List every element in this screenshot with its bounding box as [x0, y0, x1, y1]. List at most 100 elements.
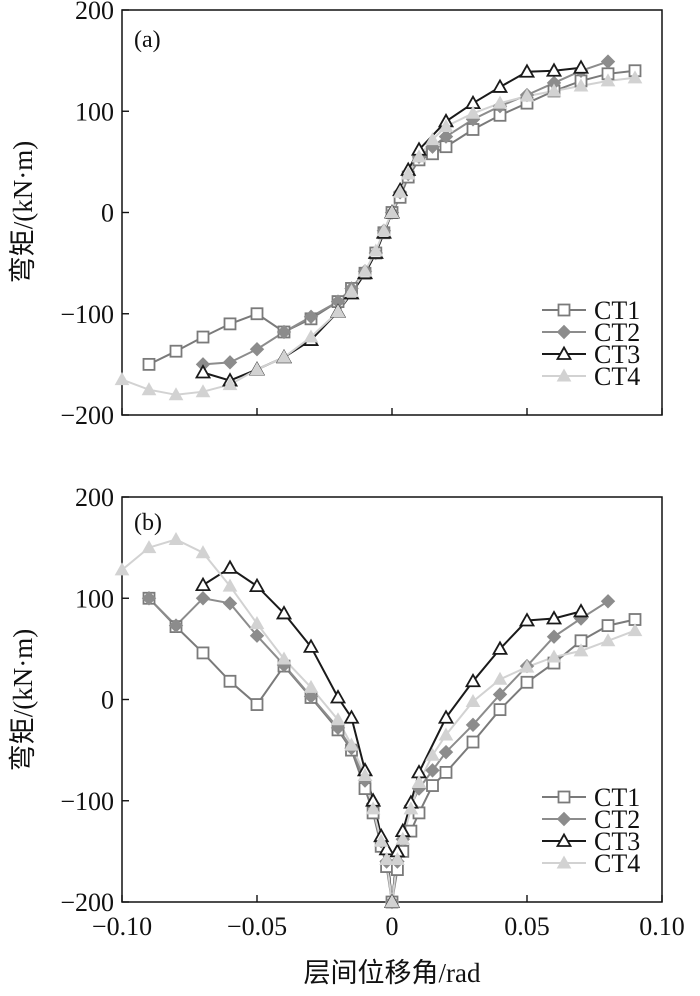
data-point-ct4 [195, 545, 211, 559]
series-group-a [114, 54, 643, 401]
data-point-ct2 [249, 628, 265, 643]
data-point-ct4 [392, 184, 408, 198]
data-point-ct2 [249, 341, 265, 357]
x-tick-label: −0.05 [227, 912, 287, 941]
legend-marker [555, 832, 573, 847]
data-point-ct4 [357, 767, 373, 781]
data-point-ct4 [344, 283, 359, 297]
x-tick-label: 0 [386, 912, 399, 941]
data-point-ct4 [344, 737, 359, 751]
x-axis-b: −0.10 −0.05 0 0.05 0.10 [92, 895, 685, 941]
data-point-ct3 [194, 576, 212, 591]
panel-label-b: (b) [134, 510, 162, 536]
x-axis-a [121, 408, 663, 415]
data-point-ct1 [223, 674, 237, 688]
data-point-ct4 [276, 349, 292, 363]
legend-marker [557, 303, 571, 317]
legend-marker [557, 790, 571, 804]
data-point-ct3 [275, 605, 293, 620]
data-point-ct4 [373, 833, 389, 847]
data-point-ct3 [572, 59, 590, 74]
data-point-ct3 [572, 603, 590, 618]
data-point-ct1 [426, 779, 439, 792]
data-point-ct1 [520, 675, 534, 689]
y-tick-label: 100 [75, 584, 114, 613]
legend-label: CT1 [594, 783, 640, 812]
data-point-ct4 [492, 671, 508, 685]
data-point-ct1 [196, 646, 210, 660]
y-tick-label: 100 [75, 97, 114, 126]
series-line-ct4 [121, 538, 636, 903]
legend-item-ct2: CT2 [542, 318, 640, 347]
data-point-ct4 [573, 643, 589, 657]
data-point-ct3 [464, 672, 482, 688]
y-tick-label: 200 [75, 483, 114, 512]
data-point-ct3 [221, 559, 239, 574]
legend-item-ct4: CT4 [542, 362, 640, 391]
data-point-ct3 [437, 709, 455, 724]
legend-marker [556, 811, 572, 827]
y-tick-label: −100 [60, 300, 114, 329]
data-point-ct4 [168, 532, 184, 546]
data-point-ct4 [425, 747, 440, 761]
data-point-ct4 [376, 223, 392, 237]
data-point-ct2 [438, 744, 454, 760]
data-point-ct2 [465, 717, 481, 733]
data-point-ct3 [545, 62, 563, 77]
data-point-ct2 [222, 596, 238, 611]
legend-item-ct1: CT1 [542, 296, 640, 325]
data-point-ct4 [141, 382, 157, 396]
data-point-ct4 [141, 540, 157, 554]
chart-panel-a: −200 −100 0 100 200 (a) 弯矩/(kN·m) CT1CT2CT3C… [8, 0, 663, 430]
series-line-ct3 [202, 66, 582, 382]
data-point-ct3 [545, 610, 563, 625]
data-point-ct2 [600, 54, 616, 69]
data-point-ct4 [379, 851, 394, 865]
data-point-ct4 [303, 329, 319, 343]
data-point-ct4 [357, 263, 373, 277]
data-point-ct4 [627, 70, 643, 84]
data-point-ct4 [600, 633, 616, 647]
data-point-ct4 [368, 243, 384, 257]
legend-marker [556, 324, 572, 340]
data-point-ct2 [546, 629, 562, 644]
legend-label: CT4 [594, 849, 640, 878]
data-point-ct4 [438, 727, 454, 741]
data-point-ct4 [546, 649, 562, 663]
x-tick-label: 0.10 [639, 912, 685, 941]
data-point-ct4 [465, 105, 481, 119]
legend-label: CT3 [594, 340, 640, 369]
data-point-ct1 [169, 344, 183, 358]
y-tick-label: −100 [60, 787, 114, 816]
data-point-ct1 [250, 307, 264, 321]
panel-label-a: (a) [134, 27, 161, 53]
data-point-ct2 [195, 591, 211, 606]
y-tick-label: −200 [60, 888, 114, 917]
legend-marker [556, 368, 572, 382]
data-point-ct4 [303, 679, 319, 693]
data-point-ct3 [302, 638, 320, 653]
legend-label: CT2 [594, 805, 640, 834]
data-point-ct3 [491, 640, 509, 655]
data-point-ct3 [248, 577, 266, 592]
data-point-ct4 [384, 894, 400, 908]
data-point-ct3 [194, 364, 212, 379]
data-point-ct4 [411, 149, 427, 163]
data-point-ct2 [492, 687, 508, 702]
data-point-ct3 [491, 78, 509, 93]
legend-label: CT3 [594, 827, 640, 856]
data-point-ct4 [627, 623, 643, 637]
y-tick-label: 0 [101, 686, 114, 715]
data-point-ct4 [330, 712, 346, 726]
data-point-ct1 [250, 698, 264, 711]
data-point-ct4 [403, 801, 419, 815]
series-group-b [114, 532, 643, 910]
data-point-ct2 [276, 324, 292, 340]
legend-marker [555, 345, 573, 360]
data-point-ct4 [276, 651, 292, 665]
data-point-ct4 [365, 801, 381, 815]
data-point-ct4 [168, 387, 184, 401]
